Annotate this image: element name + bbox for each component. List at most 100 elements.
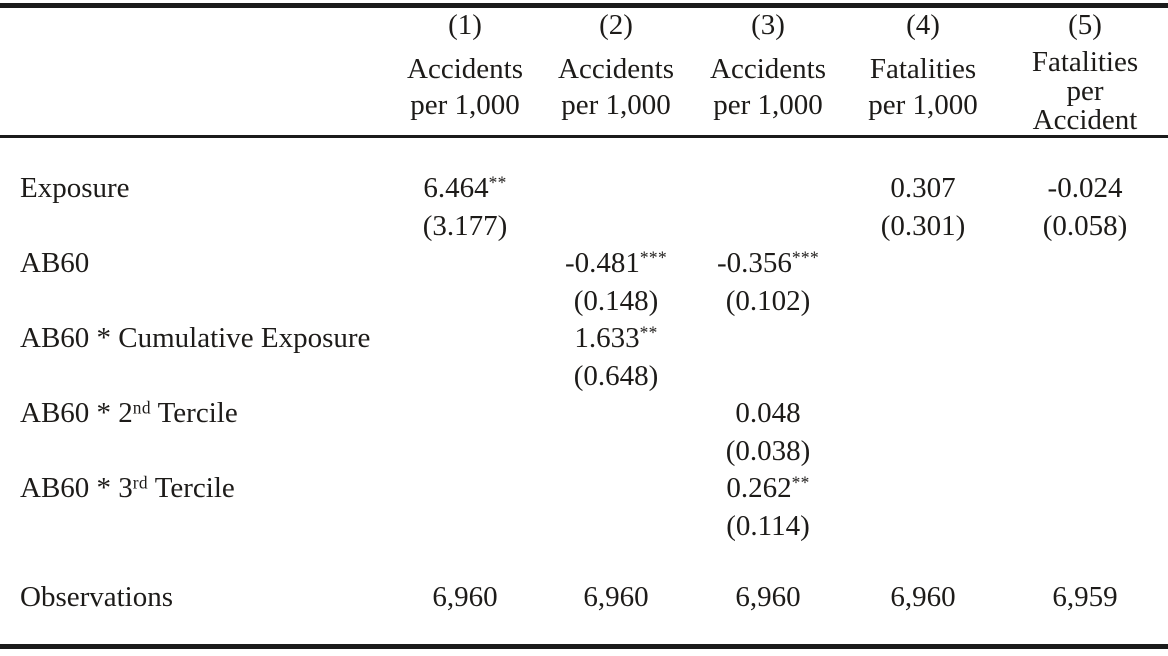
- estimate-cell: [540, 170, 692, 208]
- column-title-line: Accident: [1032, 104, 1138, 136]
- observations-row: Observations 6,960 6,960 6,960 6,960 6,9…: [0, 579, 1168, 617]
- std-error-row-exposure: (3.177) (0.301) (0.058): [0, 208, 1168, 246]
- std-error-cell: [390, 358, 540, 396]
- column-header-2: (2) Accidents per 1,000: [540, 5, 692, 138]
- observations-label: Observations: [20, 580, 174, 613]
- row-label-empty: [0, 508, 390, 546]
- std-error-cell: (0.038): [725, 434, 811, 467]
- estimate-cell: -0.356***: [716, 247, 820, 280]
- row-label: Exposure: [20, 172, 130, 205]
- table-body: Exposure 6.464** 0.307 -0.024 (3.177) (0…: [0, 137, 1168, 647]
- observations-value: 6,960: [735, 580, 801, 613]
- regression-table: (1) Accidents per 1,000 (2) Accidents pe…: [0, 3, 1168, 649]
- std-error-cell: [1002, 433, 1168, 471]
- row-label-empty: [0, 358, 390, 396]
- column-title: Accidents per 1,000: [540, 38, 692, 123]
- std-error-cell: [844, 508, 1002, 546]
- column-title-line: per 1,000: [868, 89, 978, 121]
- column-title: Accidents per 1,000: [390, 38, 540, 123]
- std-error-cell: [540, 208, 692, 246]
- std-error-cell: [1002, 508, 1168, 546]
- std-error-row-ab60-cumulative-exposure: (0.648): [0, 358, 1168, 396]
- spacer-row: [0, 616, 1168, 647]
- std-error-cell: (0.114): [726, 509, 810, 542]
- estimate-cell: [844, 245, 1002, 283]
- std-error-cell: [540, 433, 692, 471]
- table-header: (1) Accidents per 1,000 (2) Accidents pe…: [0, 5, 1168, 138]
- std-error-cell: [540, 508, 692, 546]
- estimate-cell: 1.633**: [574, 322, 658, 355]
- observations-value: 6,960: [583, 580, 649, 613]
- estimate-cell: [390, 320, 540, 358]
- column-header-5: (5) Fatalities per Accident: [1002, 5, 1168, 138]
- column-number: (1): [448, 9, 482, 41]
- row-label-empty: [0, 433, 390, 471]
- estimate-cell: -0.481***: [564, 247, 668, 280]
- column-number: (5): [1068, 9, 1102, 41]
- spacer-row: [0, 137, 1168, 171]
- std-error-cell: [1002, 283, 1168, 321]
- std-error-row-ab60-2nd-tercile: (0.038): [0, 433, 1168, 471]
- std-error-cell: [390, 433, 540, 471]
- estimate-row-ab60-cumulative-exposure: AB60 * Cumulative Exposure 1.633**: [0, 320, 1168, 358]
- column-title-line: per 1,000: [410, 89, 520, 121]
- std-error-cell: [1002, 358, 1168, 396]
- column-title-line: Fatalities: [1031, 46, 1139, 78]
- estimate-cell: [1002, 470, 1168, 508]
- estimate-cell: [390, 245, 540, 283]
- observations-value: 6,960: [432, 580, 498, 613]
- header-corner-cell: [0, 5, 390, 138]
- column-title-line: Accidents: [558, 53, 674, 85]
- column-header-4: (4) Fatalities per 1,000: [844, 5, 1002, 138]
- column-title-line: per 1,000: [713, 89, 823, 121]
- column-number: (2): [599, 9, 633, 41]
- row-label-empty: [0, 208, 390, 246]
- column-number: (3): [751, 9, 785, 41]
- estimate-cell: [390, 470, 540, 508]
- row-label: AB60 * Cumulative Exposure: [20, 322, 371, 355]
- std-error-row-ab60: (0.148) (0.102): [0, 283, 1168, 321]
- row-label: AB60 * 3rd Tercile: [20, 472, 235, 505]
- column-title-line: per 1,000: [561, 89, 671, 121]
- estimate-cell: 0.262**: [726, 472, 810, 505]
- estimate-row-exposure: Exposure 6.464** 0.307 -0.024: [0, 170, 1168, 208]
- estimate-cell: [692, 170, 844, 208]
- estimate-row-ab60-2nd-tercile: AB60 * 2nd Tercile 0.048: [0, 395, 1168, 433]
- estimate-cell: [540, 395, 692, 433]
- column-number: (4): [906, 9, 940, 41]
- column-title: Fatalities per Accident: [1002, 38, 1168, 135]
- column-title-line: Fatalities: [869, 53, 977, 85]
- estimate-cell: [390, 395, 540, 433]
- estimate-cell: [1002, 320, 1168, 358]
- std-error-cell: [844, 433, 1002, 471]
- row-label: AB60 * 2nd Tercile: [20, 397, 238, 430]
- column-title: Accidents per 1,000: [692, 38, 844, 123]
- estimate-cell: [1002, 245, 1168, 283]
- observations-value: 6,959: [1052, 580, 1118, 613]
- column-title-line: per: [1066, 75, 1104, 107]
- observations-value: 6,960: [890, 580, 956, 613]
- column-title: Fatalities per 1,000: [844, 38, 1002, 123]
- estimate-cell: [692, 320, 844, 358]
- estimate-cell: -0.024: [1047, 172, 1123, 205]
- estimate-row-ab60-3rd-tercile: AB60 * 3rd Tercile 0.262**: [0, 470, 1168, 508]
- column-title-line: Accidents: [407, 53, 523, 85]
- estimate-cell: 0.307: [890, 172, 956, 205]
- std-error-row-ab60-3rd-tercile: (0.114): [0, 508, 1168, 546]
- std-error-cell: [390, 508, 540, 546]
- std-error-cell: (0.102): [725, 284, 811, 317]
- estimate-cell: [844, 320, 1002, 358]
- std-error-cell: [390, 283, 540, 321]
- column-title-line: Accidents: [710, 53, 826, 85]
- estimate-cell: 6.464**: [423, 172, 507, 205]
- std-error-cell: (0.058): [1042, 209, 1128, 242]
- row-label-empty: [0, 283, 390, 321]
- estimate-cell: [1002, 395, 1168, 433]
- std-error-cell: (3.177): [422, 209, 508, 242]
- std-error-cell: (0.301): [880, 209, 966, 242]
- row-label: AB60: [20, 247, 90, 280]
- spacer-row: [0, 545, 1168, 579]
- std-error-cell: [844, 283, 1002, 321]
- estimate-cell: 0.048: [735, 397, 801, 430]
